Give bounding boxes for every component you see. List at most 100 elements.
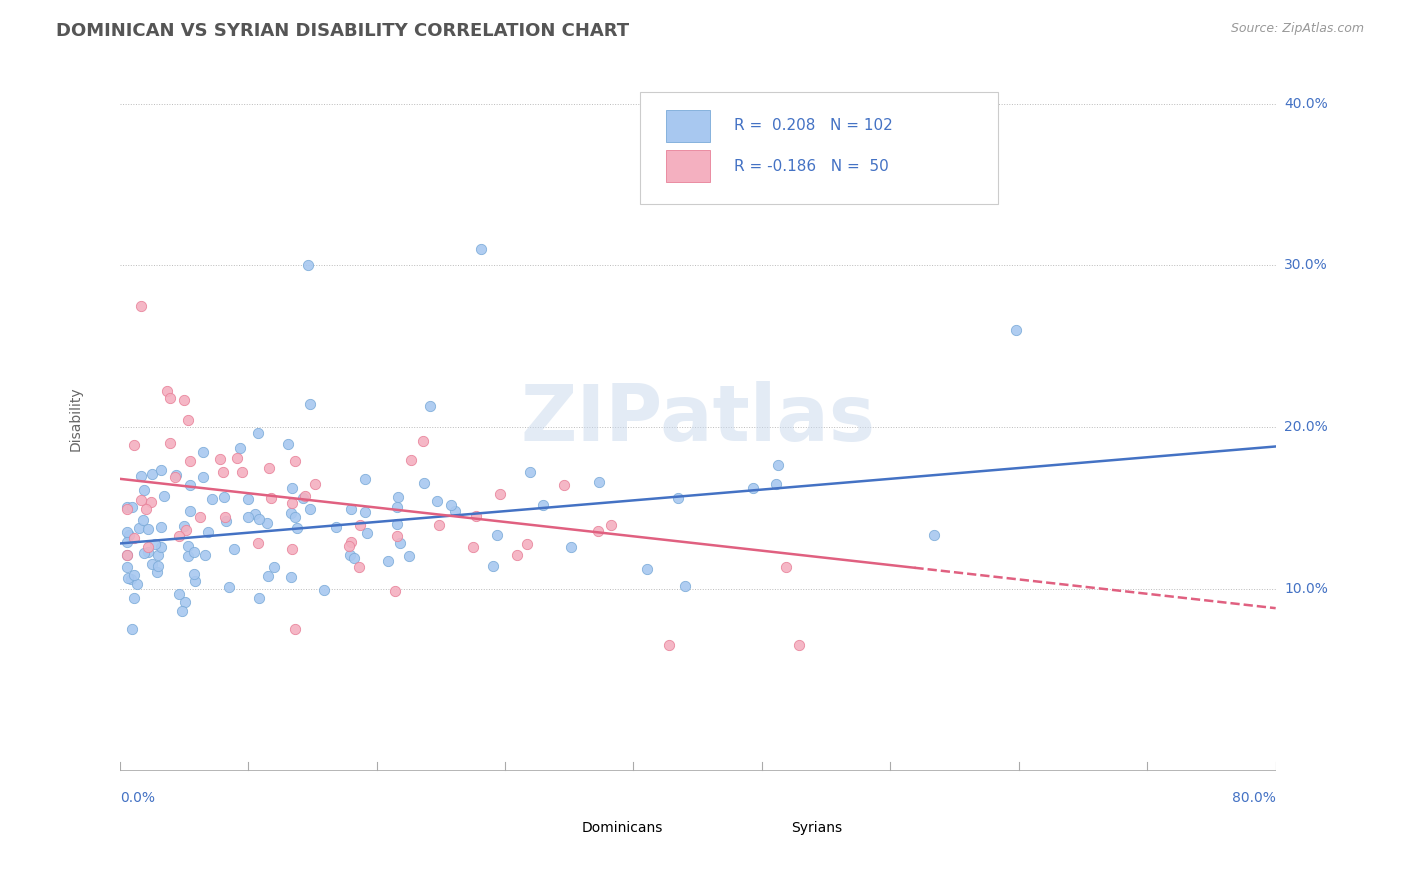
- Point: [165, 468, 187, 483]
- Point: [340, 502, 363, 516]
- Point: [156, 384, 179, 398]
- FancyBboxPatch shape: [666, 110, 710, 142]
- Text: Dominicans: Dominicans: [582, 821, 664, 835]
- Point: [183, 545, 205, 559]
- Text: R = -0.186   N =  50: R = -0.186 N = 50: [734, 159, 889, 174]
- Text: 40.0%: 40.0%: [1284, 96, 1329, 111]
- Point: [349, 518, 371, 533]
- Text: DOMINICAN VS SYRIAN DISABILITY CORRELATION CHART: DOMINICAN VS SYRIAN DISABILITY CORRELATI…: [56, 22, 630, 40]
- Point: [284, 510, 307, 524]
- Point: [115, 524, 138, 539]
- Point: [190, 510, 212, 524]
- Point: [444, 504, 467, 518]
- Point: [299, 501, 322, 516]
- Point: [277, 437, 299, 451]
- Point: [419, 399, 441, 413]
- Point: [167, 587, 190, 601]
- Point: [440, 499, 463, 513]
- Point: [246, 535, 269, 549]
- Point: [146, 565, 169, 579]
- Text: 30.0%: 30.0%: [1284, 259, 1329, 272]
- Point: [194, 549, 217, 563]
- Point: [281, 542, 304, 557]
- Point: [131, 299, 153, 313]
- Point: [173, 595, 195, 609]
- Point: [191, 445, 214, 459]
- Text: Syrians: Syrians: [792, 821, 842, 835]
- Text: R =  0.208   N = 102: R = 0.208 N = 102: [734, 119, 893, 133]
- Point: [775, 560, 797, 574]
- Point: [426, 494, 449, 508]
- Point: [486, 527, 509, 541]
- Point: [259, 460, 281, 475]
- Point: [260, 491, 283, 506]
- Point: [176, 523, 198, 537]
- Point: [115, 560, 138, 574]
- Point: [146, 548, 169, 562]
- Point: [179, 478, 201, 492]
- Point: [197, 524, 219, 539]
- Point: [636, 562, 658, 576]
- Point: [281, 481, 304, 495]
- Point: [385, 516, 408, 531]
- Point: [167, 529, 190, 543]
- Point: [292, 491, 315, 506]
- Point: [150, 541, 173, 555]
- Point: [115, 548, 138, 562]
- Point: [146, 558, 169, 573]
- Point: [312, 582, 335, 597]
- Point: [173, 519, 195, 533]
- Point: [588, 524, 610, 538]
- Point: [280, 506, 302, 520]
- Point: [132, 545, 155, 559]
- Point: [470, 242, 492, 256]
- Text: 10.0%: 10.0%: [1284, 582, 1329, 596]
- Point: [284, 454, 307, 468]
- Point: [766, 458, 789, 472]
- Point: [560, 540, 582, 554]
- Point: [136, 545, 159, 559]
- Point: [600, 518, 623, 533]
- Point: [531, 498, 554, 512]
- Point: [398, 549, 420, 563]
- Point: [666, 491, 689, 505]
- Point: [399, 453, 422, 467]
- Point: [131, 493, 153, 508]
- Point: [377, 554, 399, 568]
- Text: ZIPatlas: ZIPatlas: [520, 381, 875, 457]
- Point: [340, 535, 363, 549]
- Point: [325, 520, 347, 534]
- Point: [139, 495, 162, 509]
- Point: [354, 472, 377, 486]
- Point: [159, 435, 181, 450]
- Point: [215, 514, 238, 528]
- Point: [177, 540, 200, 554]
- Point: [153, 489, 176, 503]
- Point: [284, 623, 307, 637]
- Point: [263, 560, 285, 574]
- Point: [294, 489, 316, 503]
- Point: [173, 393, 195, 408]
- Point: [385, 500, 408, 514]
- Point: [141, 467, 163, 481]
- Point: [506, 549, 529, 563]
- Text: 80.0%: 80.0%: [1232, 791, 1275, 805]
- Point: [121, 500, 143, 514]
- Point: [120, 572, 142, 586]
- Point: [356, 525, 378, 540]
- Point: [339, 548, 361, 562]
- Point: [245, 507, 267, 521]
- Point: [117, 571, 139, 585]
- Point: [247, 591, 270, 605]
- Point: [179, 454, 201, 468]
- Point: [214, 510, 236, 524]
- Point: [257, 569, 280, 583]
- Point: [121, 623, 143, 637]
- Point: [489, 487, 512, 501]
- Point: [228, 441, 250, 455]
- Point: [247, 512, 270, 526]
- Point: [1004, 323, 1026, 337]
- Point: [135, 501, 157, 516]
- Point: [297, 258, 319, 272]
- Text: Disability: Disability: [69, 386, 83, 451]
